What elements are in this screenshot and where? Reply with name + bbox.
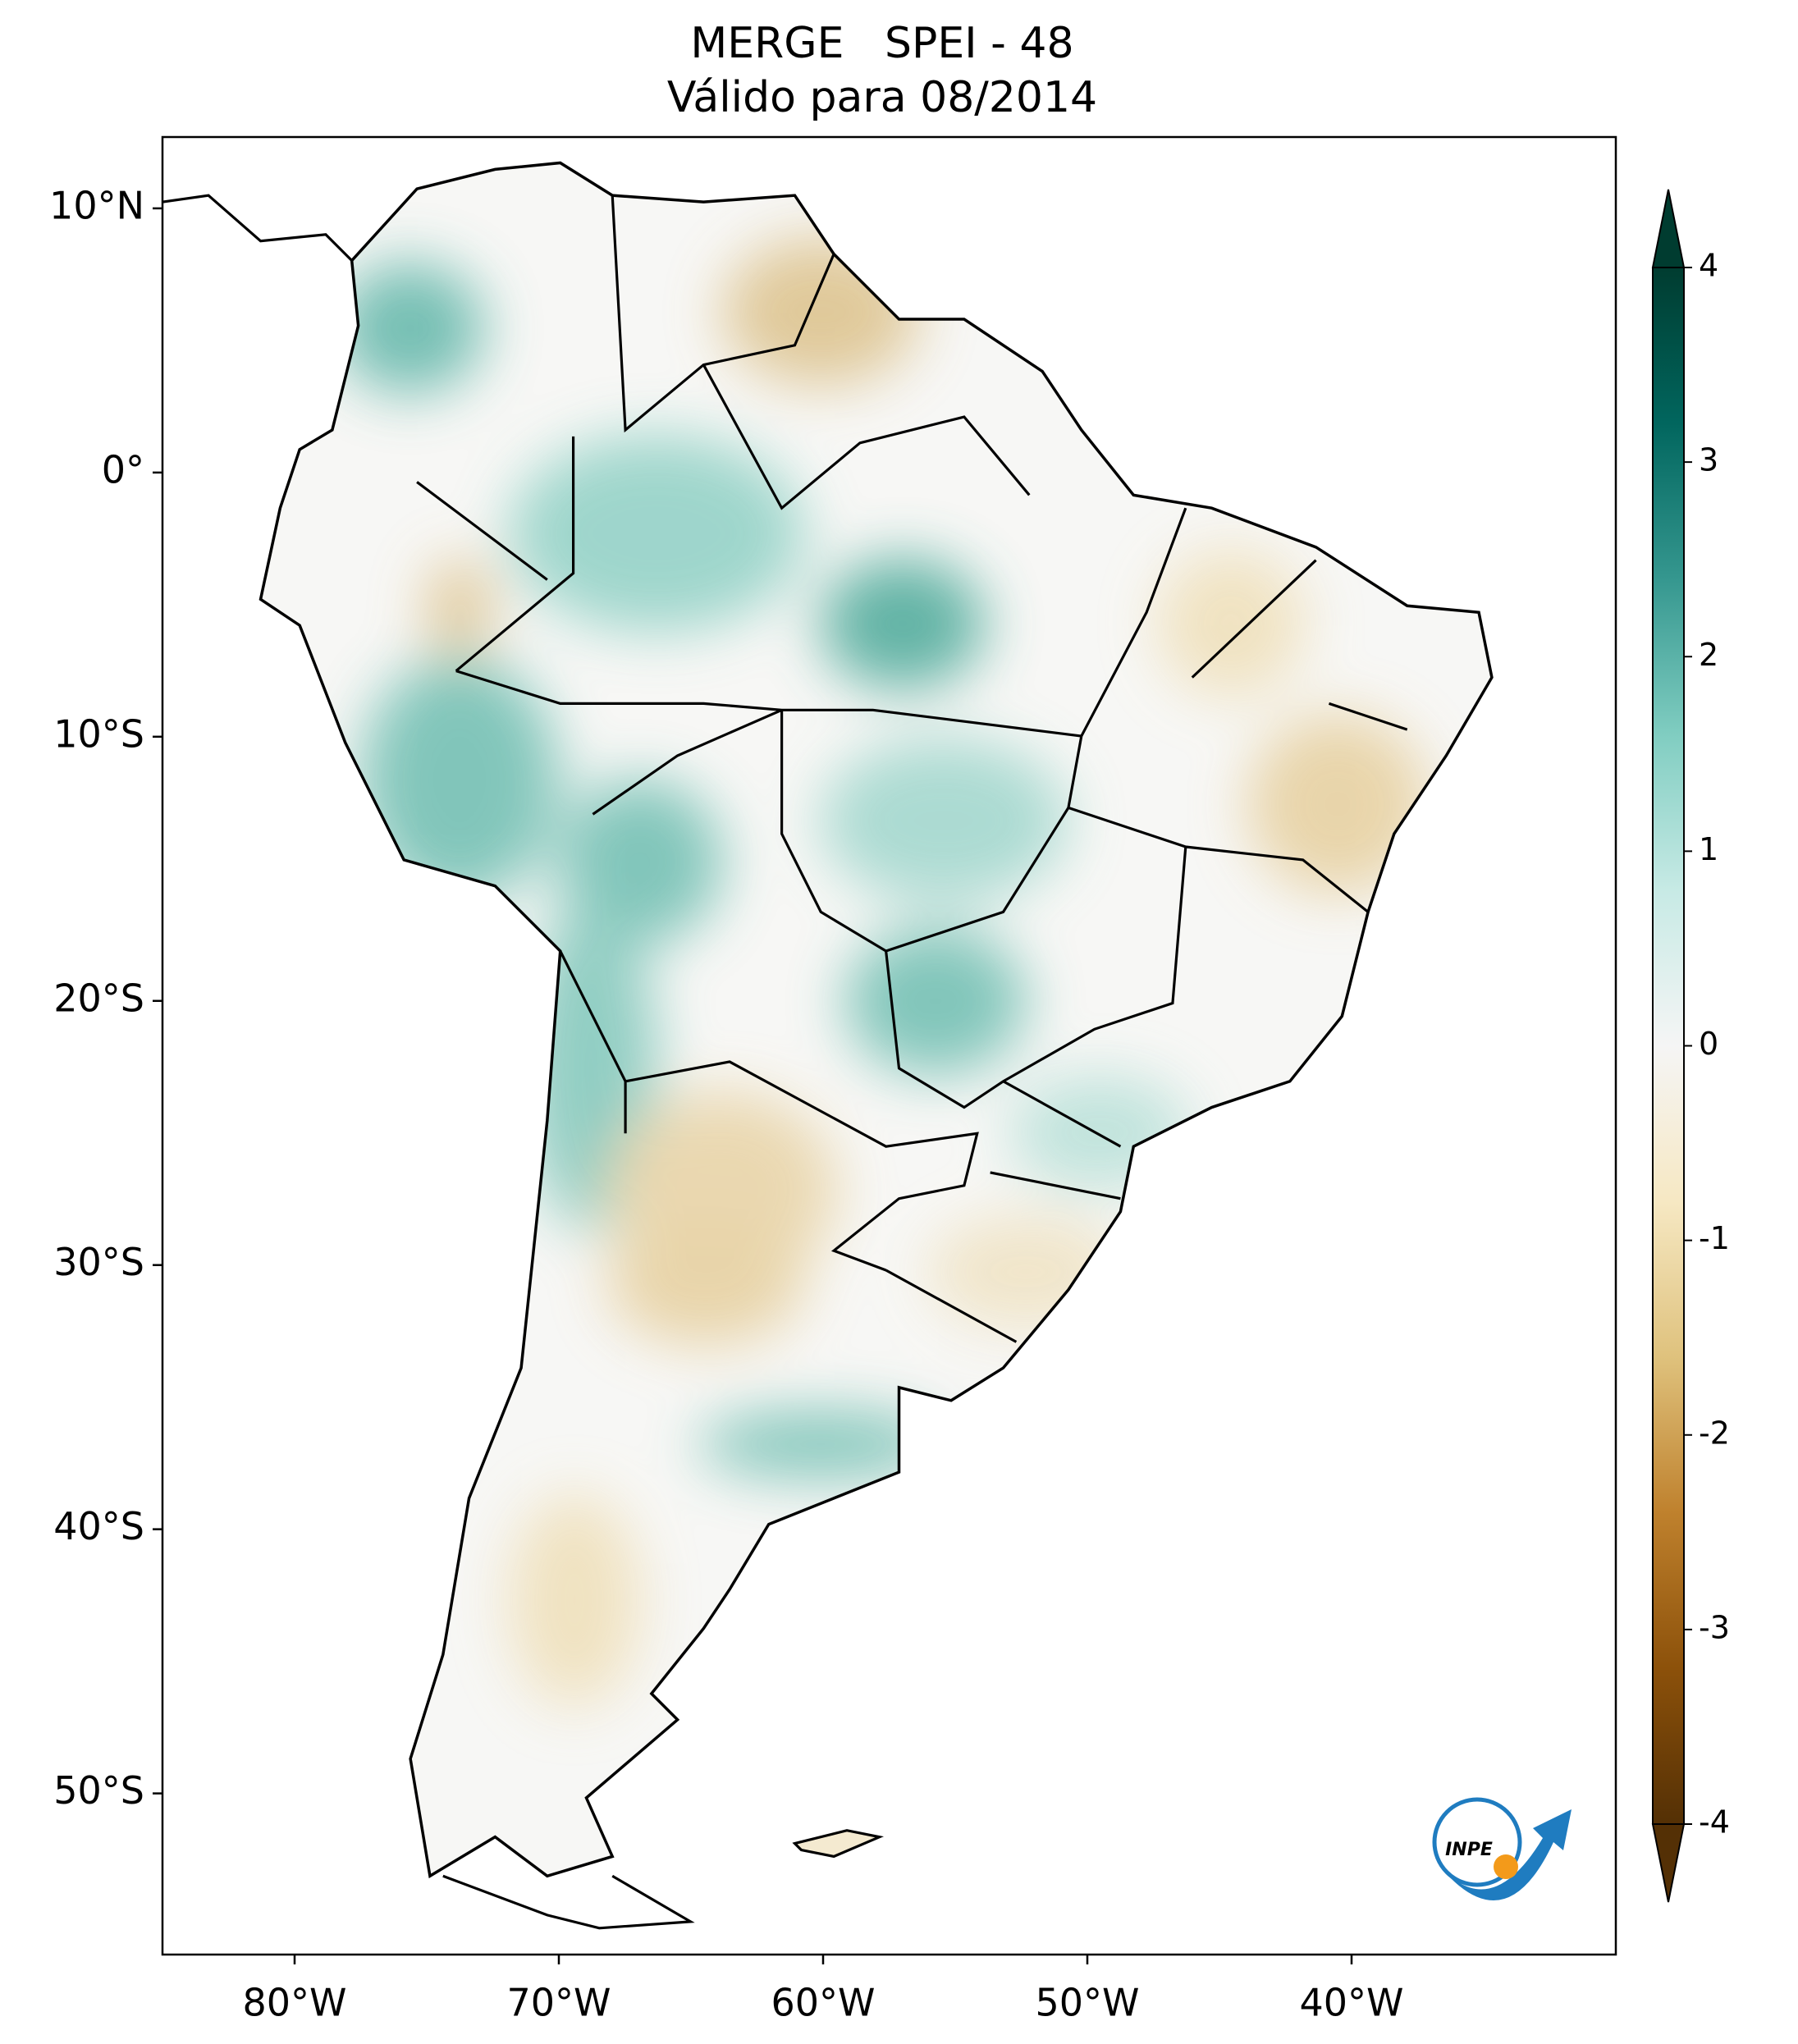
x-tick-label: 70°W (506, 1981, 611, 2025)
inpe-logo: INPE (1432, 1797, 1572, 1901)
colorbar-tick-label: 1 (1699, 831, 1718, 867)
colorbar-tick-label: 2 (1699, 637, 1718, 673)
y-tick-label: 10°N (49, 183, 144, 227)
x-tick-label: 50°W (1035, 1981, 1139, 2025)
colorbar-tick-label: 3 (1699, 442, 1718, 478)
y-tick-label: 10°S (53, 711, 144, 756)
y-tick-label: 20°S (53, 976, 144, 1020)
y-tick-label: 50°S (53, 1768, 144, 1813)
colorbar-tick-label: -2 (1699, 1415, 1730, 1451)
y-tick-label: 0° (102, 447, 144, 492)
subtitle: Válido para 08/2014 (667, 73, 1097, 122)
colorbar-tick-label: -4 (1699, 1804, 1730, 1841)
y-tick-label: 40°S (53, 1504, 144, 1548)
colorbar-tick-label: 0 (1699, 1026, 1718, 1062)
y-tick-label: 30°S (53, 1240, 144, 1284)
colorbar-tick-label: -1 (1699, 1220, 1730, 1256)
logo-text: INPE (1445, 1840, 1493, 1860)
x-tick-label: 40°W (1299, 1981, 1403, 2025)
colorbar-tick-label: -3 (1699, 1609, 1730, 1645)
spei-field (260, 162, 1492, 1877)
colorbar-lower-extend (1651, 1823, 1686, 1903)
title: MERGE SPEI - 48 (690, 19, 1073, 68)
colorbar-upper-extend (1651, 189, 1686, 268)
map-frame (161, 135, 1617, 1956)
colorbar-tick-label: 4 (1699, 248, 1718, 284)
colorbar (1652, 267, 1685, 1825)
x-tick-label: 80°W (242, 1981, 346, 2025)
coastline (162, 161, 1494, 1930)
x-tick-label: 60°W (771, 1981, 875, 2025)
